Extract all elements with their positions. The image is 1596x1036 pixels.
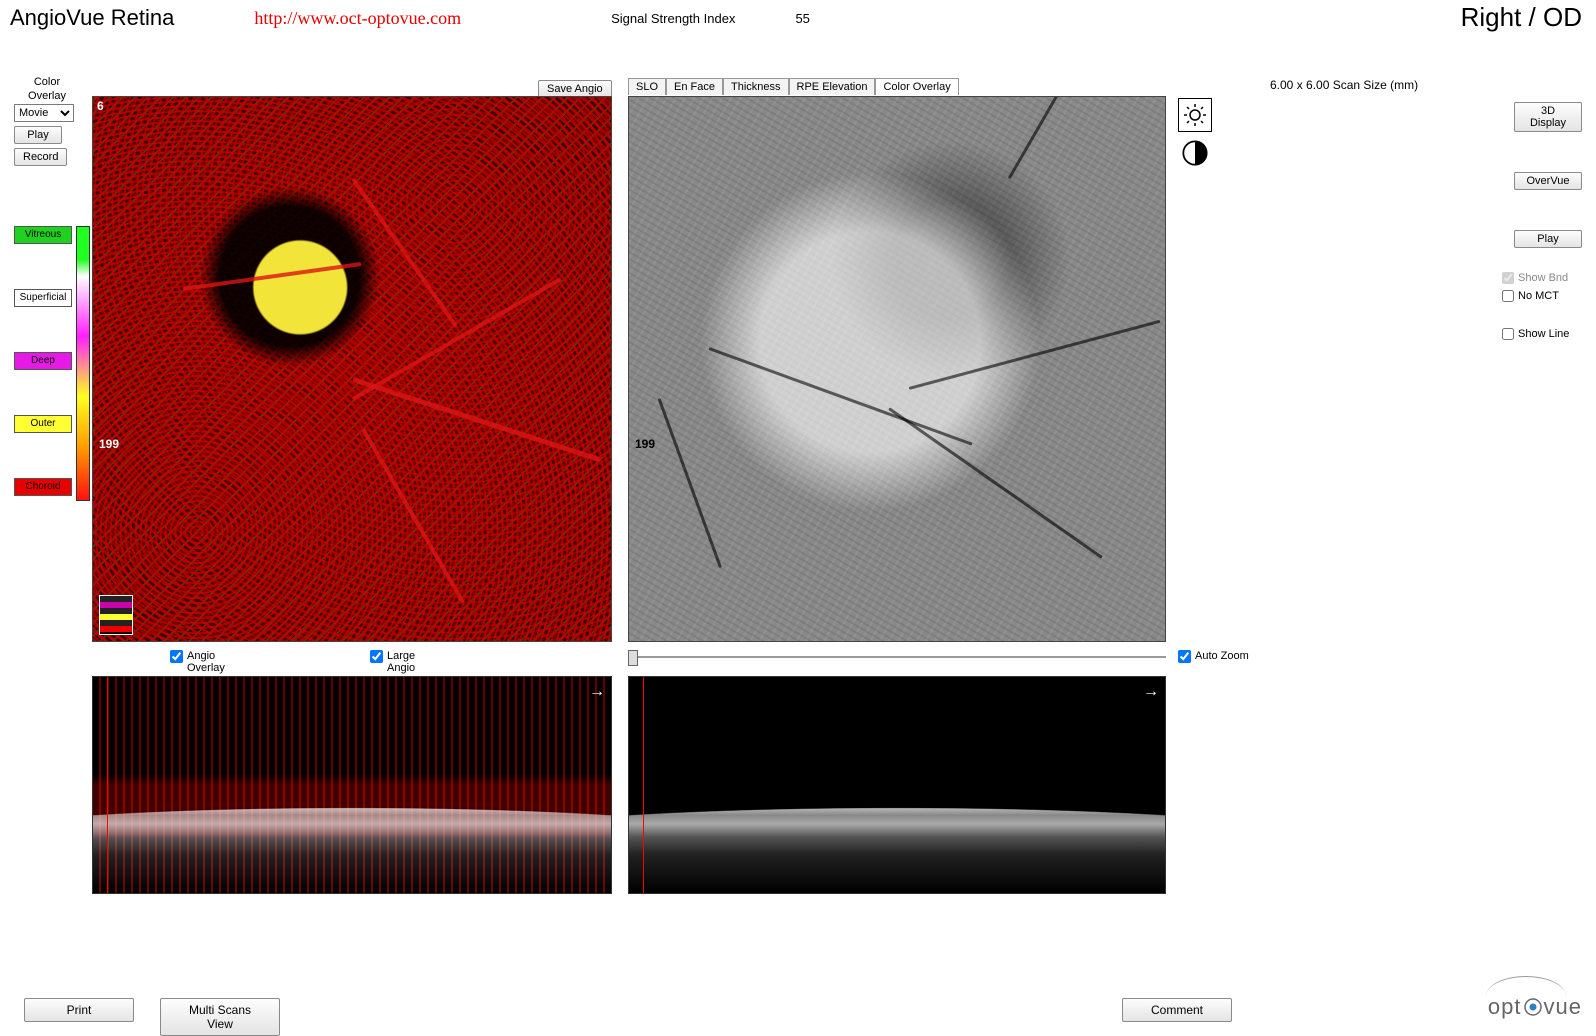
3d-display-button[interactable]: 3D Display (1514, 102, 1582, 132)
angio-legend-icon (99, 595, 133, 635)
ssi-label: Signal Strength Index (611, 11, 735, 26)
no-mct-label: No MCT (1518, 290, 1559, 302)
movie-select[interactable]: Movie (14, 104, 74, 122)
show-line-checkbox[interactable]: Show Line (1502, 328, 1582, 340)
logo-arc (1486, 976, 1566, 996)
tab-color-overlay[interactable]: Color Overlay (875, 78, 958, 95)
app-title: AngioVue Retina (10, 5, 174, 31)
multi-scans-button[interactable]: Multi Scans View (160, 998, 280, 1036)
auto-zoom-checkbox[interactable] (1178, 650, 1191, 663)
no-mct-checkbox[interactable]: No MCT (1502, 290, 1582, 302)
eye-indicator: Right / OD (1461, 2, 1582, 33)
tab-thickness[interactable]: Thickness (723, 78, 789, 95)
bscan-left-image (93, 677, 611, 893)
enface-label: 199 (635, 437, 655, 451)
tab-slo[interactable]: SLO (628, 78, 666, 95)
show-bnd-checkbox[interactable]: Show Bnd (1502, 272, 1582, 284)
contrast-icon[interactable] (1178, 136, 1212, 170)
overlay-label2: Overlay (14, 90, 80, 102)
print-button[interactable]: Print (24, 998, 134, 1022)
layer-gradient-bar (76, 226, 90, 501)
angio-mid-label: 199 (99, 437, 119, 451)
enface-image-panel[interactable]: 199 (628, 96, 1166, 642)
bscan-right-panel[interactable]: → (628, 676, 1166, 894)
record-button[interactable]: Record (14, 148, 67, 166)
ssi-value: 55 (795, 11, 809, 26)
angio-overlay-label: AngioOverlay (187, 650, 225, 674)
angio-image-panel[interactable]: 6 199 (92, 96, 612, 642)
layer-choroid[interactable]: Choroid (14, 478, 72, 496)
bscan-position-line[interactable] (107, 677, 108, 893)
optovue-logo: opt vue (1488, 994, 1582, 1020)
layer-deep[interactable]: Deep (14, 352, 72, 370)
left-controls: Color Overlay Movie Play Record (14, 76, 80, 166)
enface-slider[interactable] (628, 648, 1166, 664)
slider-thumb[interactable] (628, 650, 638, 666)
tab-enface[interactable]: En Face (666, 78, 723, 95)
angio-top-label: 6 (97, 99, 104, 113)
brightness-icon[interactable] (1178, 98, 1212, 132)
layer-superficial[interactable]: Superficial (14, 289, 72, 307)
scan-size-label: 6.00 x 6.00 Scan Size (mm) (1270, 78, 1418, 92)
tab-rpe[interactable]: RPE Elevation (789, 78, 876, 95)
bscan-right-image (629, 677, 1165, 893)
overlay-label: Color (14, 76, 80, 88)
play-button[interactable]: Play (14, 126, 62, 144)
comment-button[interactable]: Comment (1122, 998, 1232, 1022)
layer-vitreous[interactable]: Vitreous (14, 226, 72, 244)
angio-overlay-checkbox[interactable] (170, 650, 183, 663)
show-bnd-label: Show Bnd (1518, 272, 1568, 284)
angio-image: 6 199 (93, 97, 611, 641)
show-line-label: Show Line (1518, 328, 1569, 340)
source-url: http://www.oct-optovue.com (254, 8, 461, 29)
layer-outer[interactable]: Outer (14, 415, 72, 433)
large-angio-checkbox[interactable] (370, 650, 383, 663)
arrow-right-icon: → (1143, 683, 1159, 701)
large-angio-label: LargeAngio (387, 650, 415, 674)
arrow-right-icon: → (589, 683, 605, 701)
auto-zoom-label: Auto Zoom (1195, 650, 1249, 662)
enface-image: 199 (629, 97, 1165, 641)
overvue-button[interactable]: OverVue (1514, 172, 1582, 190)
right-controls: 3D Display OverVue Play Show Bnd No MCT … (1502, 98, 1582, 340)
bscan-left-panel[interactable]: → (92, 676, 612, 894)
play-button-right[interactable]: Play (1514, 230, 1582, 248)
enface-tabs: SLO En Face Thickness RPE Elevation Colo… (628, 78, 959, 95)
bscan-position-line-right[interactable] (643, 677, 644, 893)
